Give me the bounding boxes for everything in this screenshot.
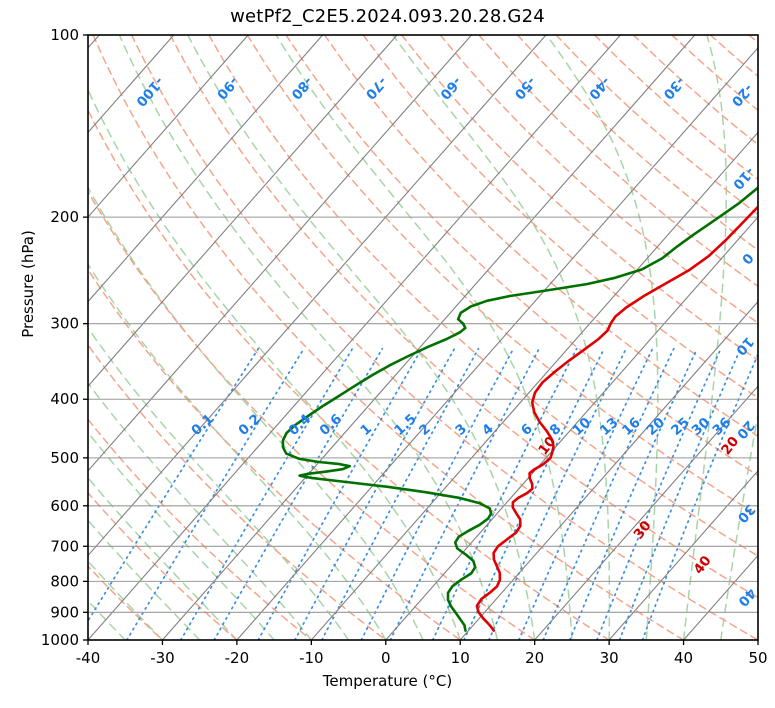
isotherm-label: -70 — [362, 73, 390, 102]
y-tick-label: 500 — [50, 449, 79, 467]
x-tick-label: 0 — [381, 649, 391, 667]
mixing-ratio-label: 0.1 — [188, 411, 216, 439]
mixing-ratio-label: 13 — [597, 415, 622, 439]
y-tick-label: 400 — [50, 390, 79, 408]
isotherm-label: 0 — [738, 249, 756, 267]
x-axis-label: Temperature (°C) — [322, 672, 453, 690]
pressure-gridlines — [88, 34, 758, 641]
page-title: wetPf2_C2E5.2024.093.20.28.G24 — [230, 6, 545, 27]
mixing-ratio-label: 10 — [569, 415, 594, 439]
isotherm-label: 30 — [734, 501, 758, 526]
y-tick-label: 300 — [50, 315, 79, 333]
x-tick-label: -10 — [299, 649, 324, 667]
isotherm-label: -50 — [511, 73, 539, 102]
mixing-ratio-label: 1 — [357, 421, 375, 439]
mixing-ratio-label: 2 — [416, 421, 434, 439]
x-tick-label: -30 — [150, 649, 175, 667]
x-axis-ticks: -40 -30 -20 -10 0 10 20 30 40 50 — [76, 640, 768, 667]
y-tick-label: 600 — [50, 497, 79, 515]
x-tick-label: -40 — [76, 649, 101, 667]
mixing-ratio-label: 6 — [518, 421, 536, 439]
y-tick-label: 700 — [50, 537, 79, 555]
isotherm-label: -30 — [660, 73, 688, 102]
isotherm-label: 10 — [732, 333, 756, 358]
x-tick-label: 50 — [748, 649, 767, 667]
y-tick-label: 900 — [50, 603, 79, 621]
x-tick-label: 30 — [600, 649, 619, 667]
sounding-curves — [281, 186, 758, 632]
temperature-profile-line — [475, 204, 758, 632]
x-tick-label: 10 — [451, 649, 470, 667]
isotherm-label: -60 — [436, 73, 464, 102]
x-tick-label: 40 — [674, 649, 693, 667]
isotherm-label: 40 — [735, 585, 759, 610]
moist-adiabat-lines — [88, 35, 758, 640]
axis-frame — [87, 34, 759, 641]
isotherm-lines — [88, 35, 758, 640]
mixing-ratio-label: 0.6 — [317, 411, 345, 439]
mixing-ratio-lines — [88, 347, 758, 640]
x-tick-label: 20 — [525, 649, 544, 667]
dry-adiabat-label: 40 — [691, 553, 715, 578]
isotherm-label: -10 — [729, 164, 757, 193]
y-tick-label: 100 — [50, 26, 79, 44]
x-tick-label: -20 — [225, 649, 250, 667]
y-tick-label: 800 — [50, 572, 79, 590]
mixing-ratio-label: 4 — [479, 421, 497, 439]
isotherm-label: -90 — [213, 73, 241, 102]
dry-adiabat-label: 30 — [631, 518, 655, 543]
y-tick-label: 200 — [50, 208, 79, 226]
y-tick-label: 1000 — [41, 631, 79, 649]
dewpoint-profile-line — [281, 186, 758, 632]
y-axis-ticks: 100 200 300 400 500 600 700 800 900 1000 — [41, 26, 88, 649]
isotherm-label: -80 — [287, 73, 315, 102]
isotherm-label: -20 — [728, 80, 756, 109]
dry-adiabat-lines — [88, 35, 758, 640]
mixing-ratio-label: 1.5 — [391, 411, 419, 439]
